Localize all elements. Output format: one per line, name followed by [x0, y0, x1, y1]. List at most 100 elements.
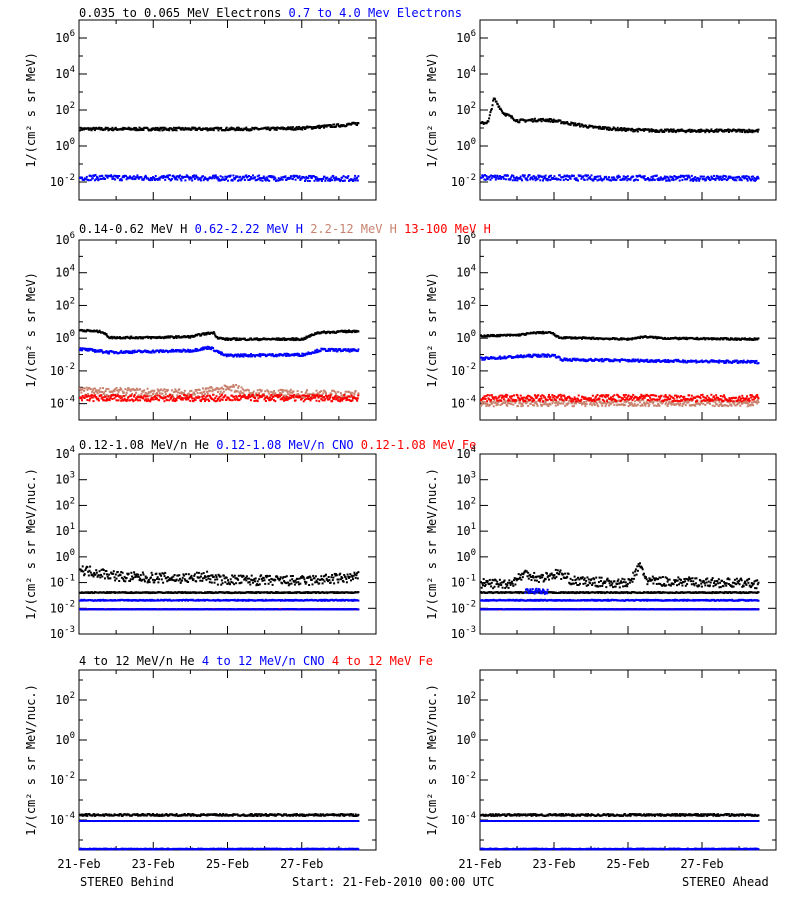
data-point	[114, 395, 117, 398]
data-point	[736, 401, 739, 404]
data-point	[227, 128, 230, 131]
data-point	[574, 398, 577, 400]
data-point	[221, 398, 224, 401]
data-point	[498, 177, 501, 180]
data-point	[325, 395, 328, 398]
data-point	[678, 179, 681, 182]
data-point	[486, 394, 489, 397]
data-point	[692, 177, 695, 180]
data-point	[103, 391, 106, 394]
data-point	[207, 398, 210, 401]
data-point	[525, 333, 528, 336]
data-point	[746, 129, 748, 132]
data-point	[81, 128, 83, 131]
data-point	[651, 394, 654, 397]
data-point	[665, 401, 668, 404]
data-point	[279, 178, 282, 180]
data-point	[206, 179, 209, 182]
data-point	[655, 337, 658, 340]
data-point	[315, 389, 318, 392]
data-point	[640, 399, 643, 402]
data-point	[537, 174, 540, 177]
data-point	[216, 399, 219, 402]
data-point	[659, 178, 662, 181]
data-point	[566, 403, 569, 406]
data-point	[521, 404, 524, 407]
data-point	[553, 119, 556, 122]
data-point	[709, 402, 711, 405]
data-point	[711, 338, 713, 341]
data-point	[236, 354, 239, 357]
data-point	[669, 397, 672, 400]
data-point	[570, 397, 573, 400]
data-point	[509, 334, 511, 337]
data-point	[139, 127, 142, 130]
data-point	[738, 178, 741, 181]
data-point	[564, 337, 567, 340]
data-point	[216, 126, 219, 129]
data-point	[705, 178, 707, 181]
data-point	[289, 391, 292, 394]
y-tick-exponent: -2	[465, 362, 476, 372]
data-point	[515, 355, 518, 358]
data-point	[549, 120, 552, 123]
data-point	[713, 395, 715, 398]
data-point	[193, 397, 196, 400]
y-tick-label: 106	[456, 29, 476, 45]
data-point	[208, 177, 211, 180]
data-point	[317, 396, 320, 399]
data-point	[538, 397, 541, 400]
data-point	[526, 400, 529, 403]
data-point	[270, 397, 273, 400]
data-point	[692, 180, 695, 182]
data-point	[330, 176, 333, 179]
data-point	[614, 129, 617, 132]
data-point	[653, 178, 656, 181]
data-point	[575, 177, 578, 180]
data-point	[223, 395, 226, 398]
data-point	[506, 394, 509, 397]
data-point	[177, 349, 180, 352]
data-point	[588, 399, 591, 402]
data-point	[105, 387, 108, 390]
data-point	[606, 398, 608, 401]
data-point	[639, 337, 641, 340]
data-point	[198, 126, 201, 129]
data-point	[643, 396, 646, 399]
data-point	[173, 129, 176, 132]
data-point	[650, 128, 653, 131]
data-point	[166, 174, 169, 177]
data-point	[548, 354, 550, 357]
data-point	[99, 349, 102, 351]
data-point	[655, 394, 658, 397]
data-point	[604, 396, 607, 399]
data-point	[152, 398, 155, 401]
y-tick-exponent: 0	[471, 329, 476, 339]
data-point	[342, 175, 345, 178]
data-point	[310, 334, 313, 337]
data-point	[295, 337, 298, 340]
data-point	[185, 175, 188, 178]
data-point	[227, 387, 229, 390]
data-point	[170, 348, 173, 351]
data-point	[528, 355, 531, 358]
data-point	[745, 175, 748, 178]
data-point	[172, 396, 175, 398]
data-point	[306, 179, 309, 182]
data-point	[214, 400, 217, 403]
data-point	[755, 400, 758, 403]
data-point	[271, 353, 274, 355]
data-point	[530, 399, 533, 402]
data-point	[509, 402, 511, 405]
data-point	[616, 404, 619, 407]
data-point	[274, 128, 277, 131]
data-point	[746, 405, 749, 408]
data-point	[537, 399, 540, 402]
data-point	[633, 130, 636, 133]
data-point	[137, 399, 140, 402]
data-point	[707, 129, 710, 132]
data-point	[587, 397, 590, 400]
data-point	[713, 174, 715, 177]
data-point	[108, 352, 111, 355]
data-point	[573, 337, 576, 340]
